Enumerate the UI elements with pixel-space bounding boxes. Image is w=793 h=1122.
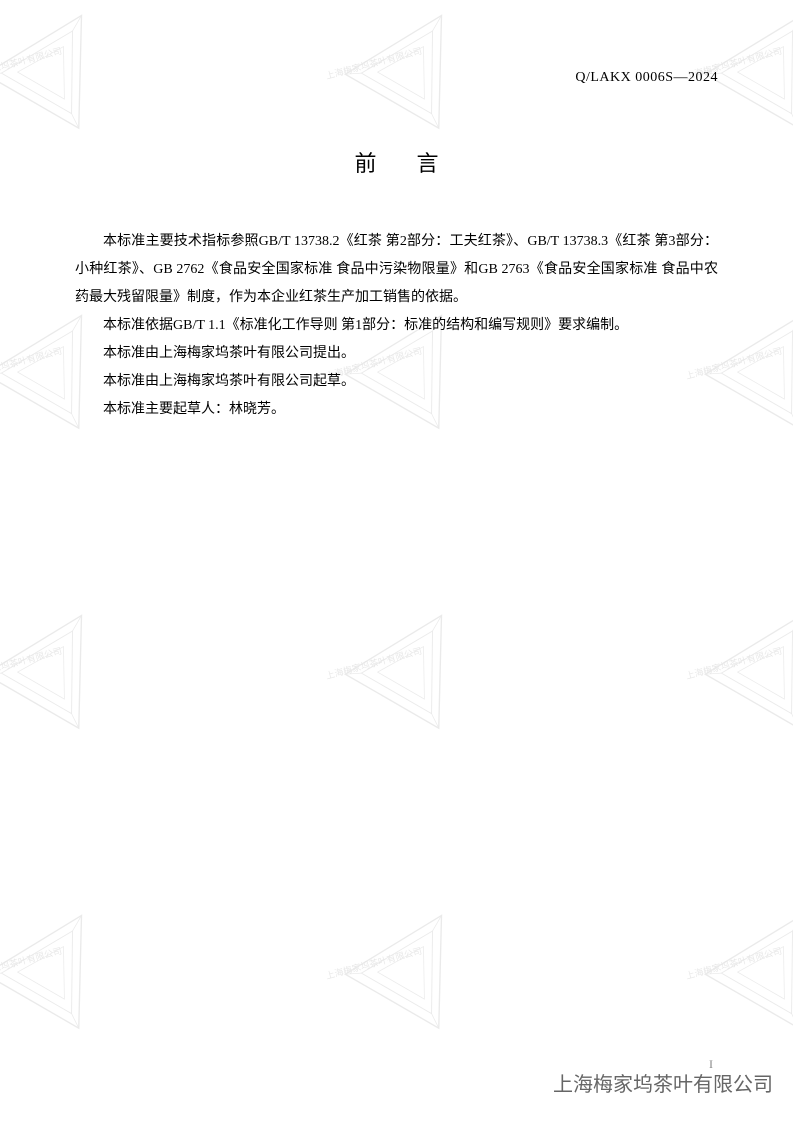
body-text: 本标准主要技术指标参照GB/T 13738.2《红茶 第2部分：工夫红茶》、GB… [75, 228, 718, 424]
document-content: Q/LAKX 0006S—2024 前言 本标准主要技术指标参照GB/T 137… [0, 0, 793, 464]
svg-text:上海梅家坞茶叶有限公司: 上海梅家坞茶叶有限公司 [0, 645, 63, 681]
paragraph: 本标准由上海梅家坞茶叶有限公司起草。 [75, 368, 718, 396]
document-number: Q/LAKX 0006S—2024 [75, 70, 718, 86]
paragraph: 本标准依据GB/T 1.1《标准化工作导则 第1部分：标准的结构和编写规则》要求… [75, 312, 718, 340]
paragraph: 本标准主要起草人：林晓芳。 [75, 396, 718, 424]
svg-text:上海梅家坞茶叶有限公司: 上海梅家坞茶叶有限公司 [684, 945, 782, 981]
paragraph: 本标准主要技术指标参照GB/T 13738.2《红茶 第2部分：工夫红茶》、GB… [75, 228, 718, 312]
footer-company: 上海梅家坞茶叶有限公司 [553, 1068, 773, 1097]
section-title: 前言 [75, 146, 718, 178]
svg-text:上海梅家坞茶叶有限公司: 上海梅家坞茶叶有限公司 [324, 645, 422, 681]
svg-text:上海梅家坞茶叶有限公司: 上海梅家坞茶叶有限公司 [0, 945, 63, 981]
paragraph: 本标准由上海梅家坞茶叶有限公司提出。 [75, 340, 718, 368]
svg-text:上海梅家坞茶叶有限公司: 上海梅家坞茶叶有限公司 [684, 645, 782, 681]
svg-text:上海梅家坞茶叶有限公司: 上海梅家坞茶叶有限公司 [324, 945, 422, 981]
